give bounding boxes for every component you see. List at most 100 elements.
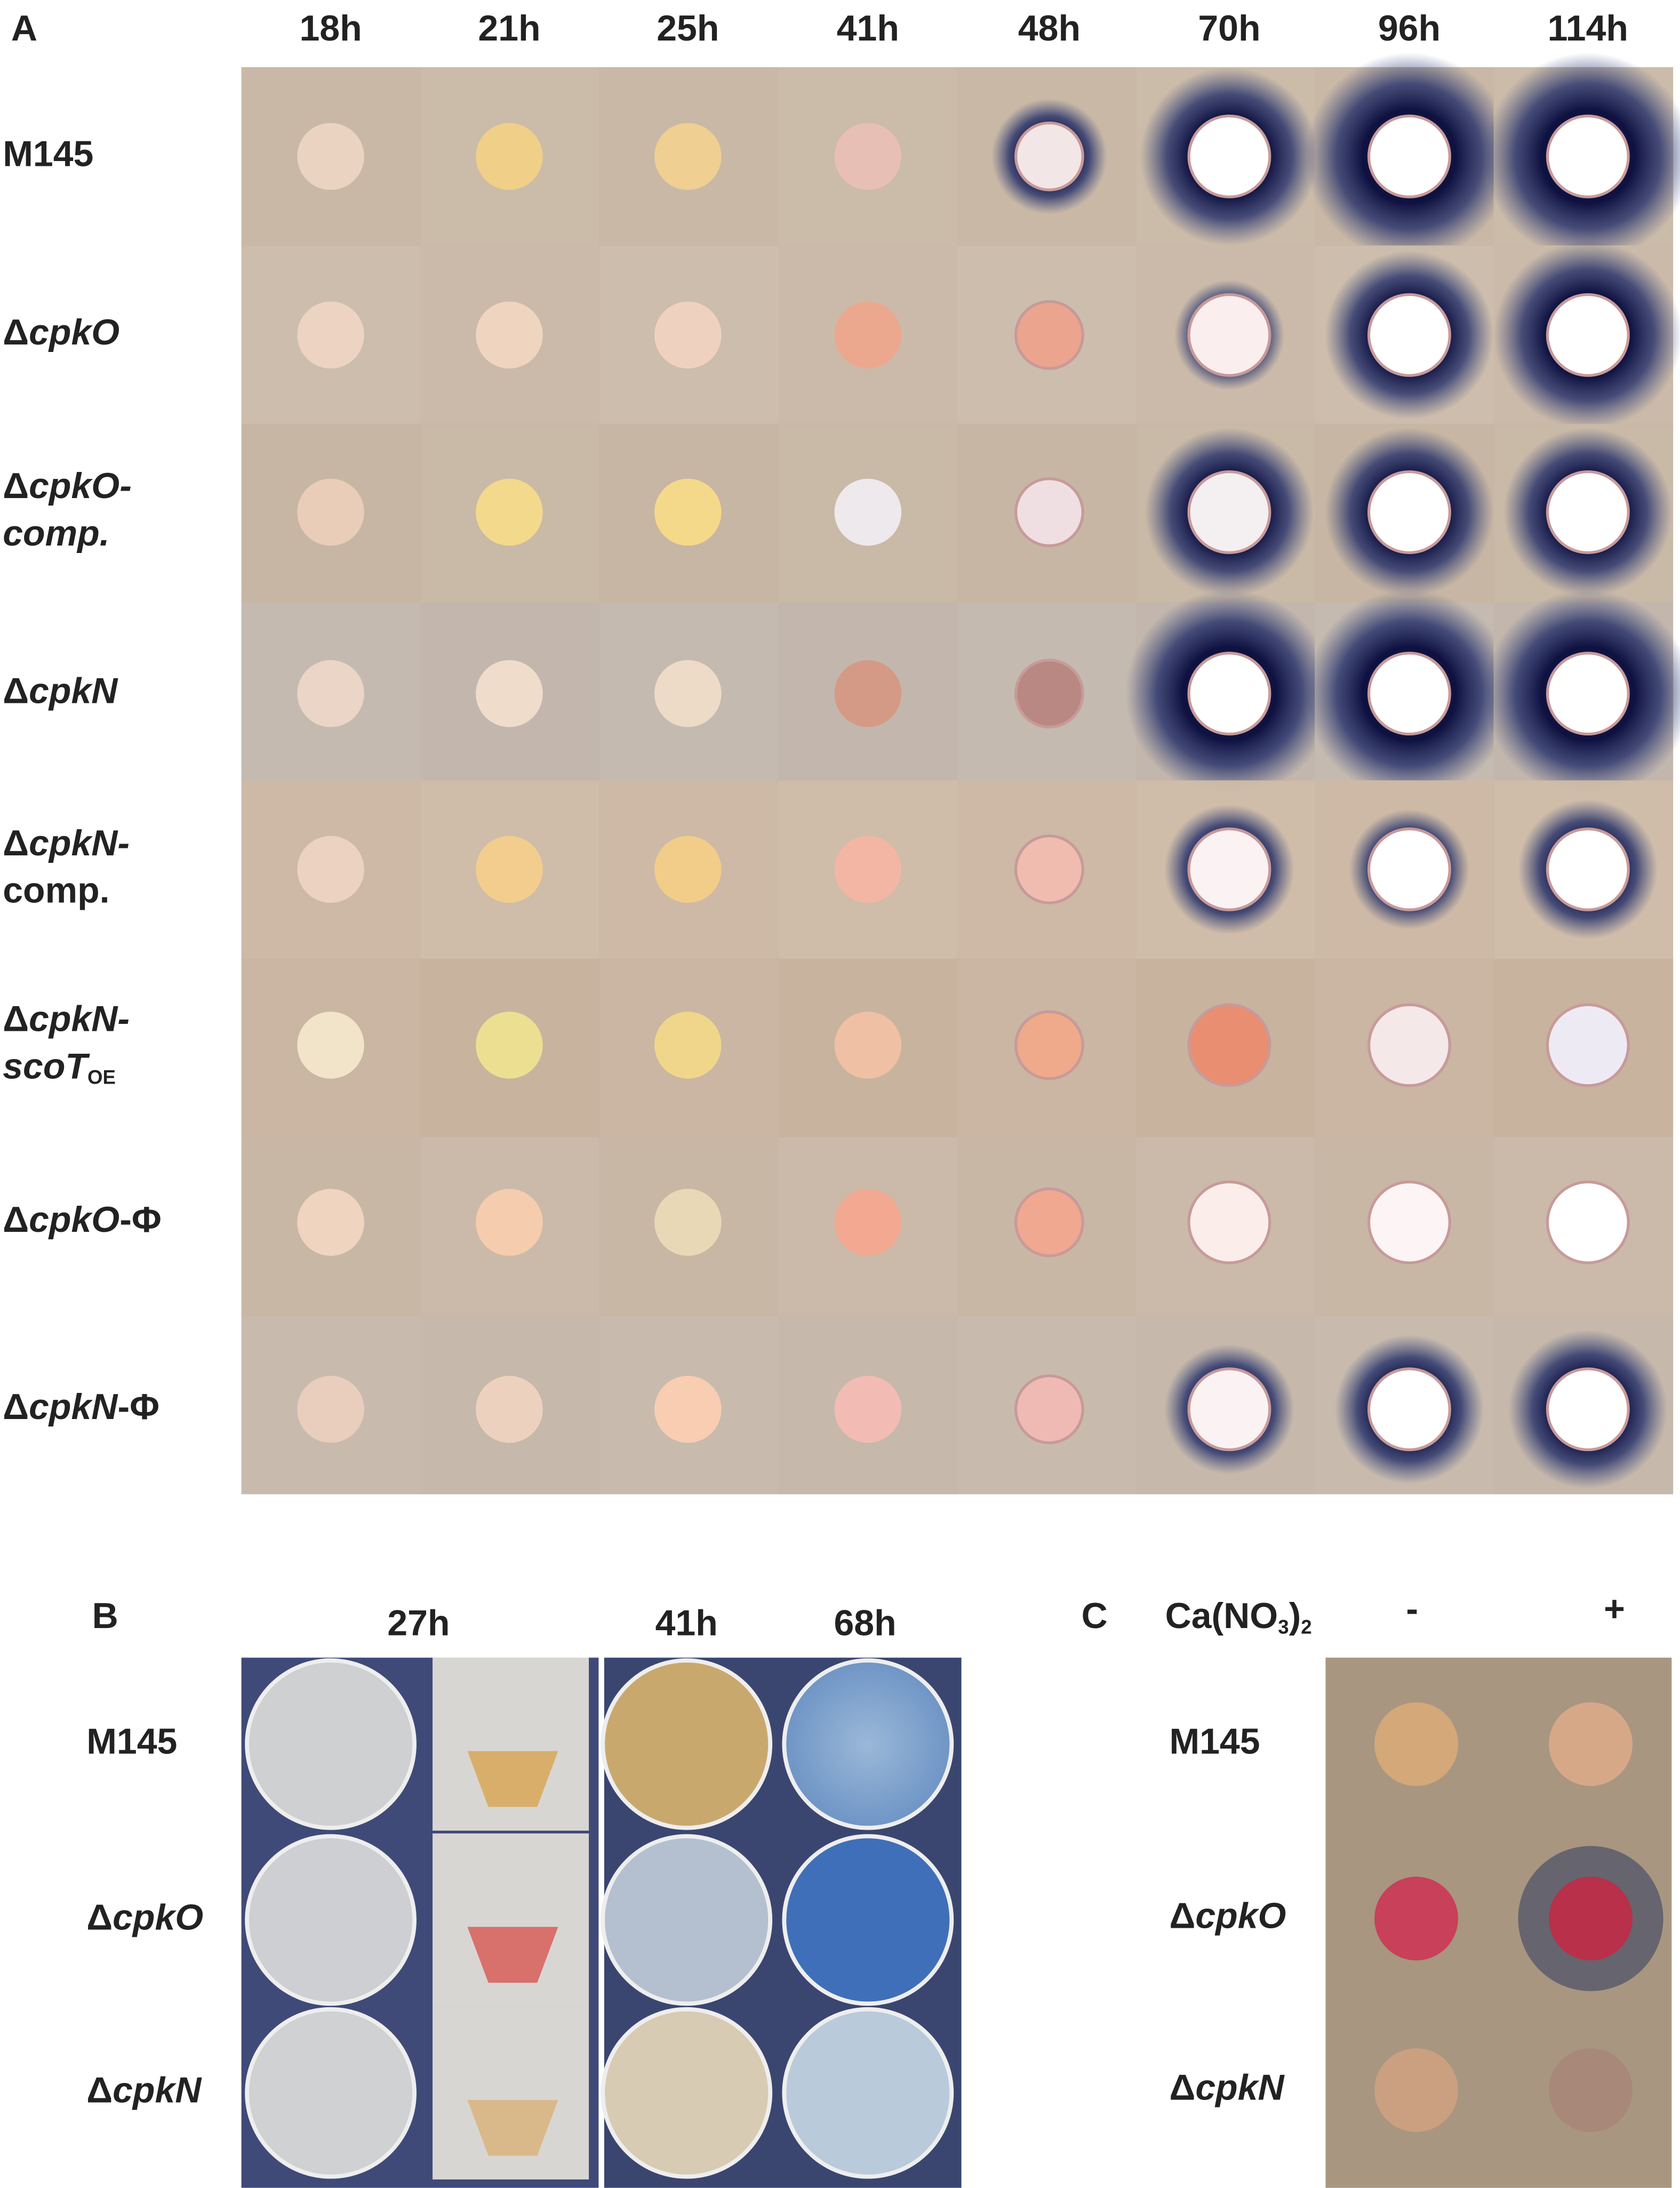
colony bbox=[476, 1189, 543, 1256]
petri-plate bbox=[245, 1834, 417, 2006]
label-part: M145 bbox=[3, 133, 93, 174]
column-label: 70h bbox=[1198, 8, 1260, 49]
colony bbox=[1374, 1702, 1459, 1786]
petri-plate bbox=[601, 1834, 773, 2006]
column-label: 68h bbox=[834, 1602, 896, 1643]
label-part: cpkN bbox=[29, 671, 118, 711]
row-label: ΔcpkO bbox=[86, 1897, 203, 1937]
row-label: ΔcpkN-Φ bbox=[3, 1386, 159, 1427]
colony bbox=[1014, 659, 1084, 729]
label-part: 3 bbox=[1278, 1616, 1289, 1638]
row-label: M145 bbox=[1169, 1721, 1260, 1762]
colony bbox=[1549, 2048, 1633, 2133]
column-label: 27h bbox=[387, 1602, 450, 1643]
label-part: Δ bbox=[86, 2070, 113, 2111]
row-label: ΔcpkN- bbox=[3, 823, 130, 863]
row-label: comp. bbox=[3, 870, 109, 911]
colony bbox=[1549, 1877, 1633, 1961]
label-part: Δ bbox=[3, 998, 29, 1039]
colony bbox=[1187, 827, 1271, 911]
label-part: 2 bbox=[1301, 1616, 1311, 1638]
panel-label: A bbox=[11, 8, 37, 49]
label-part: M145 bbox=[86, 1721, 177, 1762]
panel-label: C bbox=[1082, 1596, 1108, 1636]
row-label: M145 bbox=[86, 1721, 177, 1762]
colony bbox=[654, 123, 722, 190]
row-label: M145 bbox=[3, 133, 93, 174]
label-part: cpkN bbox=[113, 2070, 202, 2111]
petri-plate bbox=[782, 1658, 954, 1830]
column-label: - bbox=[1406, 1589, 1418, 1629]
panels: A 18h 21h 25h 41h 48h 70h 96h 114hM145ΔcpkOΔcpkO… bbox=[3, 8, 1680, 2188]
column-label: 18h bbox=[299, 8, 362, 49]
colony bbox=[654, 478, 722, 546]
label-part: Δ bbox=[3, 823, 29, 863]
colony bbox=[1546, 827, 1630, 911]
colony bbox=[1187, 1180, 1271, 1264]
colony bbox=[476, 478, 543, 546]
label-part: Δ bbox=[3, 1386, 29, 1427]
row-label: ΔcpkO bbox=[3, 312, 119, 352]
colony bbox=[1014, 1374, 1084, 1445]
colony bbox=[654, 1189, 722, 1256]
label-part: Δ bbox=[3, 671, 29, 711]
colony bbox=[1187, 470, 1271, 554]
colony bbox=[1374, 2048, 1459, 2133]
colony bbox=[476, 836, 543, 903]
label-part: Δ bbox=[1169, 2067, 1195, 2107]
colony bbox=[476, 123, 543, 190]
colony bbox=[1187, 293, 1271, 377]
row-label: comp. bbox=[3, 513, 109, 554]
colony bbox=[297, 301, 364, 369]
label-part: Δ bbox=[3, 466, 29, 506]
label-part: cpkN bbox=[1195, 2067, 1285, 2107]
label-part: cpkN- bbox=[29, 998, 130, 1039]
label-part: ) bbox=[1289, 1596, 1301, 1636]
label-part: Δ bbox=[1169, 1896, 1195, 1936]
row-label: ΔcpkN bbox=[3, 671, 118, 711]
label-part: cpkO bbox=[1195, 1896, 1286, 1936]
row-label: ΔcpkO- bbox=[3, 466, 132, 506]
row-label: ΔcpkN- bbox=[3, 998, 130, 1039]
colony bbox=[297, 1189, 364, 1256]
tube-liquid bbox=[467, 1751, 558, 1807]
label-part: cpkN- bbox=[29, 823, 130, 863]
petri-plate bbox=[782, 1834, 954, 2006]
label-part: comp. bbox=[3, 513, 109, 554]
tube-liquid bbox=[467, 1927, 558, 1983]
colony bbox=[1367, 827, 1451, 911]
label-part: Δ bbox=[3, 312, 29, 352]
colony bbox=[476, 1375, 543, 1443]
colony bbox=[1546, 114, 1630, 198]
colony bbox=[654, 1012, 722, 1079]
label-part: cpkO- bbox=[29, 466, 132, 506]
column-label: 41h bbox=[837, 8, 899, 49]
colony bbox=[297, 660, 364, 727]
column-label: 114h bbox=[1548, 8, 1628, 49]
label-part: cpkO bbox=[29, 312, 119, 352]
tube-liquid bbox=[467, 2099, 558, 2156]
colony bbox=[1187, 1003, 1271, 1087]
colony bbox=[1367, 1003, 1451, 1087]
label-part: -Φ bbox=[117, 1386, 159, 1427]
column-label: 96h bbox=[1378, 8, 1441, 49]
column-label: 48h bbox=[1018, 8, 1081, 49]
label-part: scoT bbox=[3, 1046, 90, 1086]
colony bbox=[1546, 1367, 1630, 1452]
colony bbox=[1014, 1010, 1084, 1080]
panel-label: B bbox=[92, 1596, 118, 1636]
label-part: Ca(NO bbox=[1165, 1596, 1278, 1636]
colony bbox=[834, 836, 902, 903]
colony bbox=[297, 478, 364, 546]
condition-label: Ca(NO3)2 bbox=[1165, 1596, 1312, 1638]
row-label: ΔcpkO bbox=[1169, 1896, 1286, 1936]
label-part: M145 bbox=[1169, 1721, 1260, 1762]
label-part: cpkN bbox=[29, 1386, 118, 1427]
colony bbox=[1546, 1180, 1630, 1264]
colony bbox=[1187, 652, 1271, 736]
row-label: ΔcpkN bbox=[1169, 2067, 1285, 2107]
colony bbox=[476, 660, 543, 727]
colony bbox=[1367, 470, 1451, 554]
colony bbox=[654, 1375, 722, 1443]
petri-plate bbox=[601, 1658, 773, 1830]
